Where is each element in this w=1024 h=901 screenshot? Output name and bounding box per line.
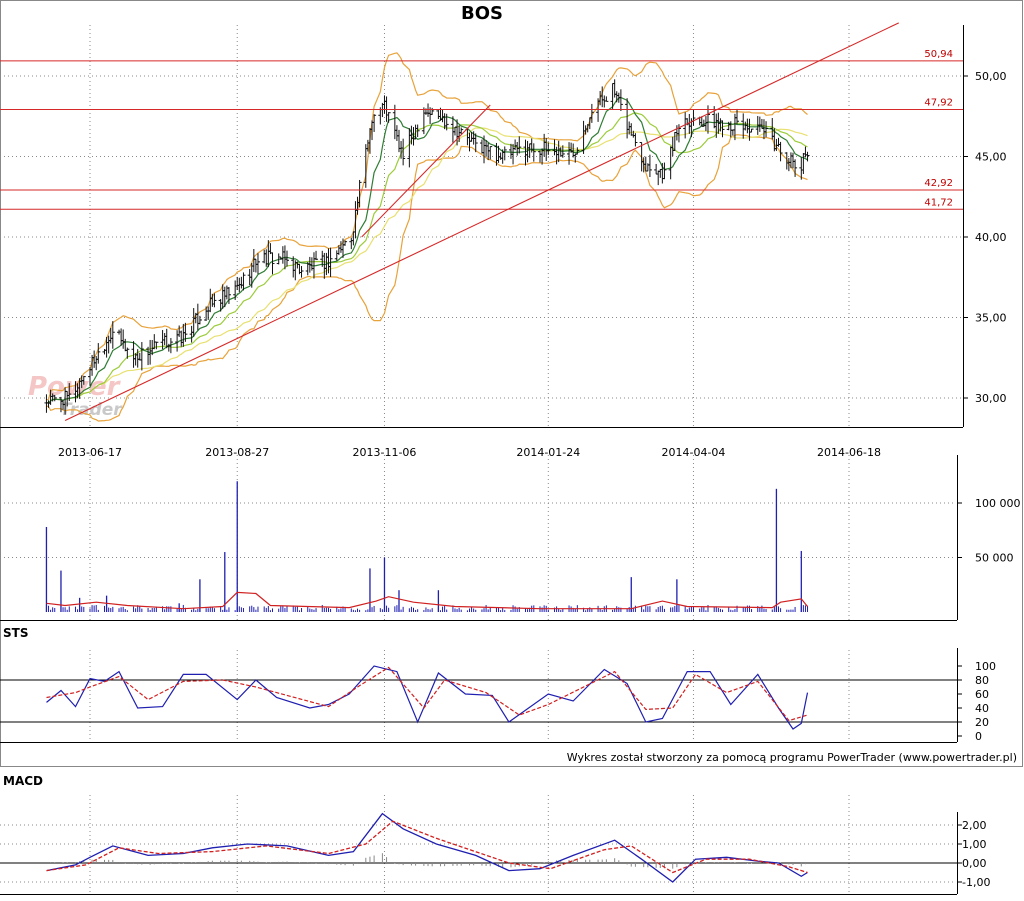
trendlines xyxy=(64,22,900,422)
x-tick-label: 2013-06-17 xyxy=(58,446,122,459)
sts-tick-label: 100 xyxy=(975,660,996,673)
volume-tick-label: 100 000 xyxy=(975,497,1021,510)
sts-title: STS xyxy=(3,626,28,640)
level-label: 41,72 xyxy=(924,197,953,208)
y-tick-label: 40,00 xyxy=(975,231,1007,244)
level-label: 50,94 xyxy=(924,49,953,60)
x-tick-label: 2014-01-24 xyxy=(516,446,580,459)
sts-tick-label: 0 xyxy=(975,730,982,743)
y-tick-label: 45,00 xyxy=(975,151,1007,164)
macd-tick-label: 0,00 xyxy=(962,857,987,870)
sts-tick-label: 40 xyxy=(975,702,989,715)
moving-average-long xyxy=(46,127,808,404)
macd-line xyxy=(46,812,808,883)
bollinger-lower xyxy=(46,134,808,422)
volume-bars xyxy=(45,481,809,612)
support-resistance-levels: 50,94 47,92 42,92 41,72 xyxy=(0,49,963,210)
price-bars xyxy=(44,79,810,415)
macd-tick-label: 2,00 xyxy=(962,819,987,832)
chart-title: BOS xyxy=(461,3,503,24)
macd-tick-label: -1,00 xyxy=(962,876,990,889)
bollinger-upper xyxy=(46,52,808,401)
sts-tick-label: 60 xyxy=(975,688,989,701)
trendline xyxy=(64,22,900,422)
volume-tick-label: 50 000 xyxy=(975,552,1014,565)
axis-tick-labels: 2013-06-17 2013-08-27 2013-11-06 2014-01-24… xyxy=(58,70,1020,889)
x-tick-label: 2013-11-06 xyxy=(353,446,417,459)
macd-lines xyxy=(0,812,957,883)
sts-tick-label: 80 xyxy=(975,674,989,687)
sts-tick-label: 20 xyxy=(975,716,989,729)
x-tick-label: 2014-06-18 xyxy=(817,446,881,459)
y-tick-label: 30,00 xyxy=(975,392,1007,405)
macd-tick-label: 1,00 xyxy=(962,838,987,851)
x-tick-label: 2013-08-27 xyxy=(205,446,269,459)
volume-average-line xyxy=(46,591,808,610)
macd-signal-line xyxy=(46,820,808,874)
macd-title: MACD xyxy=(3,774,43,788)
chart-frame xyxy=(0,0,1023,767)
level-label: 42,92 xyxy=(924,178,953,189)
y-tick-label: 50,00 xyxy=(975,70,1007,83)
trendline xyxy=(361,104,491,238)
sts-k-line xyxy=(46,665,809,730)
sts-d-line xyxy=(46,666,808,722)
level-label: 47,92 xyxy=(924,97,953,108)
credit-text: Wykres został stworzony za pomocą progra… xyxy=(567,751,1017,764)
sts-lines xyxy=(0,665,957,730)
y-tick-label: 35,00 xyxy=(975,312,1007,325)
x-tick-label: 2014-04-04 xyxy=(661,446,725,459)
